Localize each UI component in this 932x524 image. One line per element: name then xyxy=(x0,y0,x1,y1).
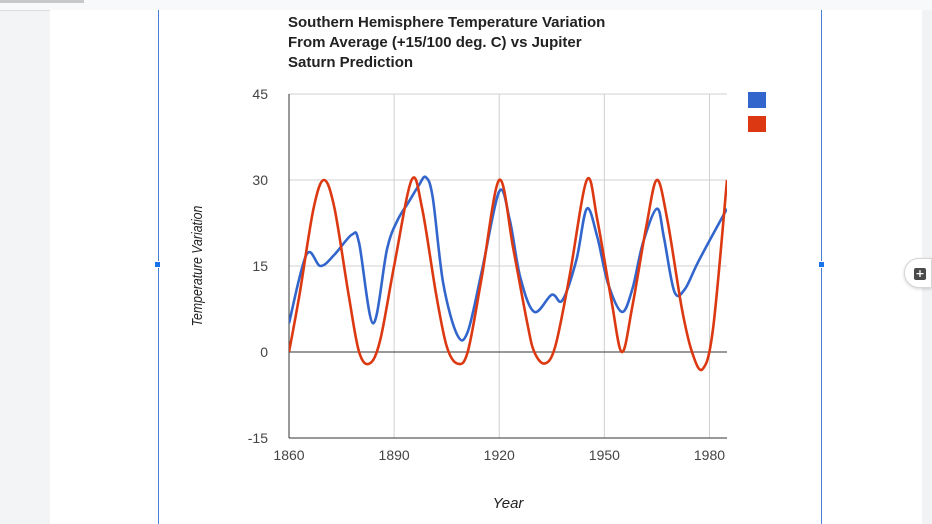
series-line-1[interactable] xyxy=(289,176,727,372)
x-tick-label: 1980 xyxy=(694,447,725,463)
x-tick-label: 1860 xyxy=(273,447,304,463)
y-tick-label: 0 xyxy=(260,344,268,360)
y-tick-label: -15 xyxy=(248,430,268,446)
y-axis-title: Temperature Variation xyxy=(189,206,205,327)
series-line-0[interactable] xyxy=(289,175,727,342)
x-tick-label: 1920 xyxy=(484,447,515,463)
chart-title-line: Southern Hemisphere Temperature Variatio… xyxy=(288,14,605,31)
legend-swatch-0[interactable] xyxy=(748,92,766,108)
chart-title-line: From Average (+15/100 deg. C) vs Jupiter xyxy=(288,34,582,51)
x-axis-title: Year xyxy=(493,495,525,512)
add-comment-button[interactable]: + xyxy=(904,258,932,288)
resize-handle-left[interactable] xyxy=(154,261,161,268)
y-tick-label: 30 xyxy=(252,172,268,188)
add-comment-icon: + xyxy=(914,267,926,280)
x-tick-label: 1950 xyxy=(589,447,620,463)
x-tick-label: 1890 xyxy=(379,447,410,463)
y-tick-label: 15 xyxy=(252,258,268,274)
resize-handle-right[interactable] xyxy=(818,261,825,268)
toolbar-tab-indicator xyxy=(0,0,84,3)
legend-swatch-1[interactable] xyxy=(748,116,766,132)
chart-title-line: Saturn Prediction xyxy=(288,54,413,71)
y-tick-label: 45 xyxy=(252,86,268,102)
